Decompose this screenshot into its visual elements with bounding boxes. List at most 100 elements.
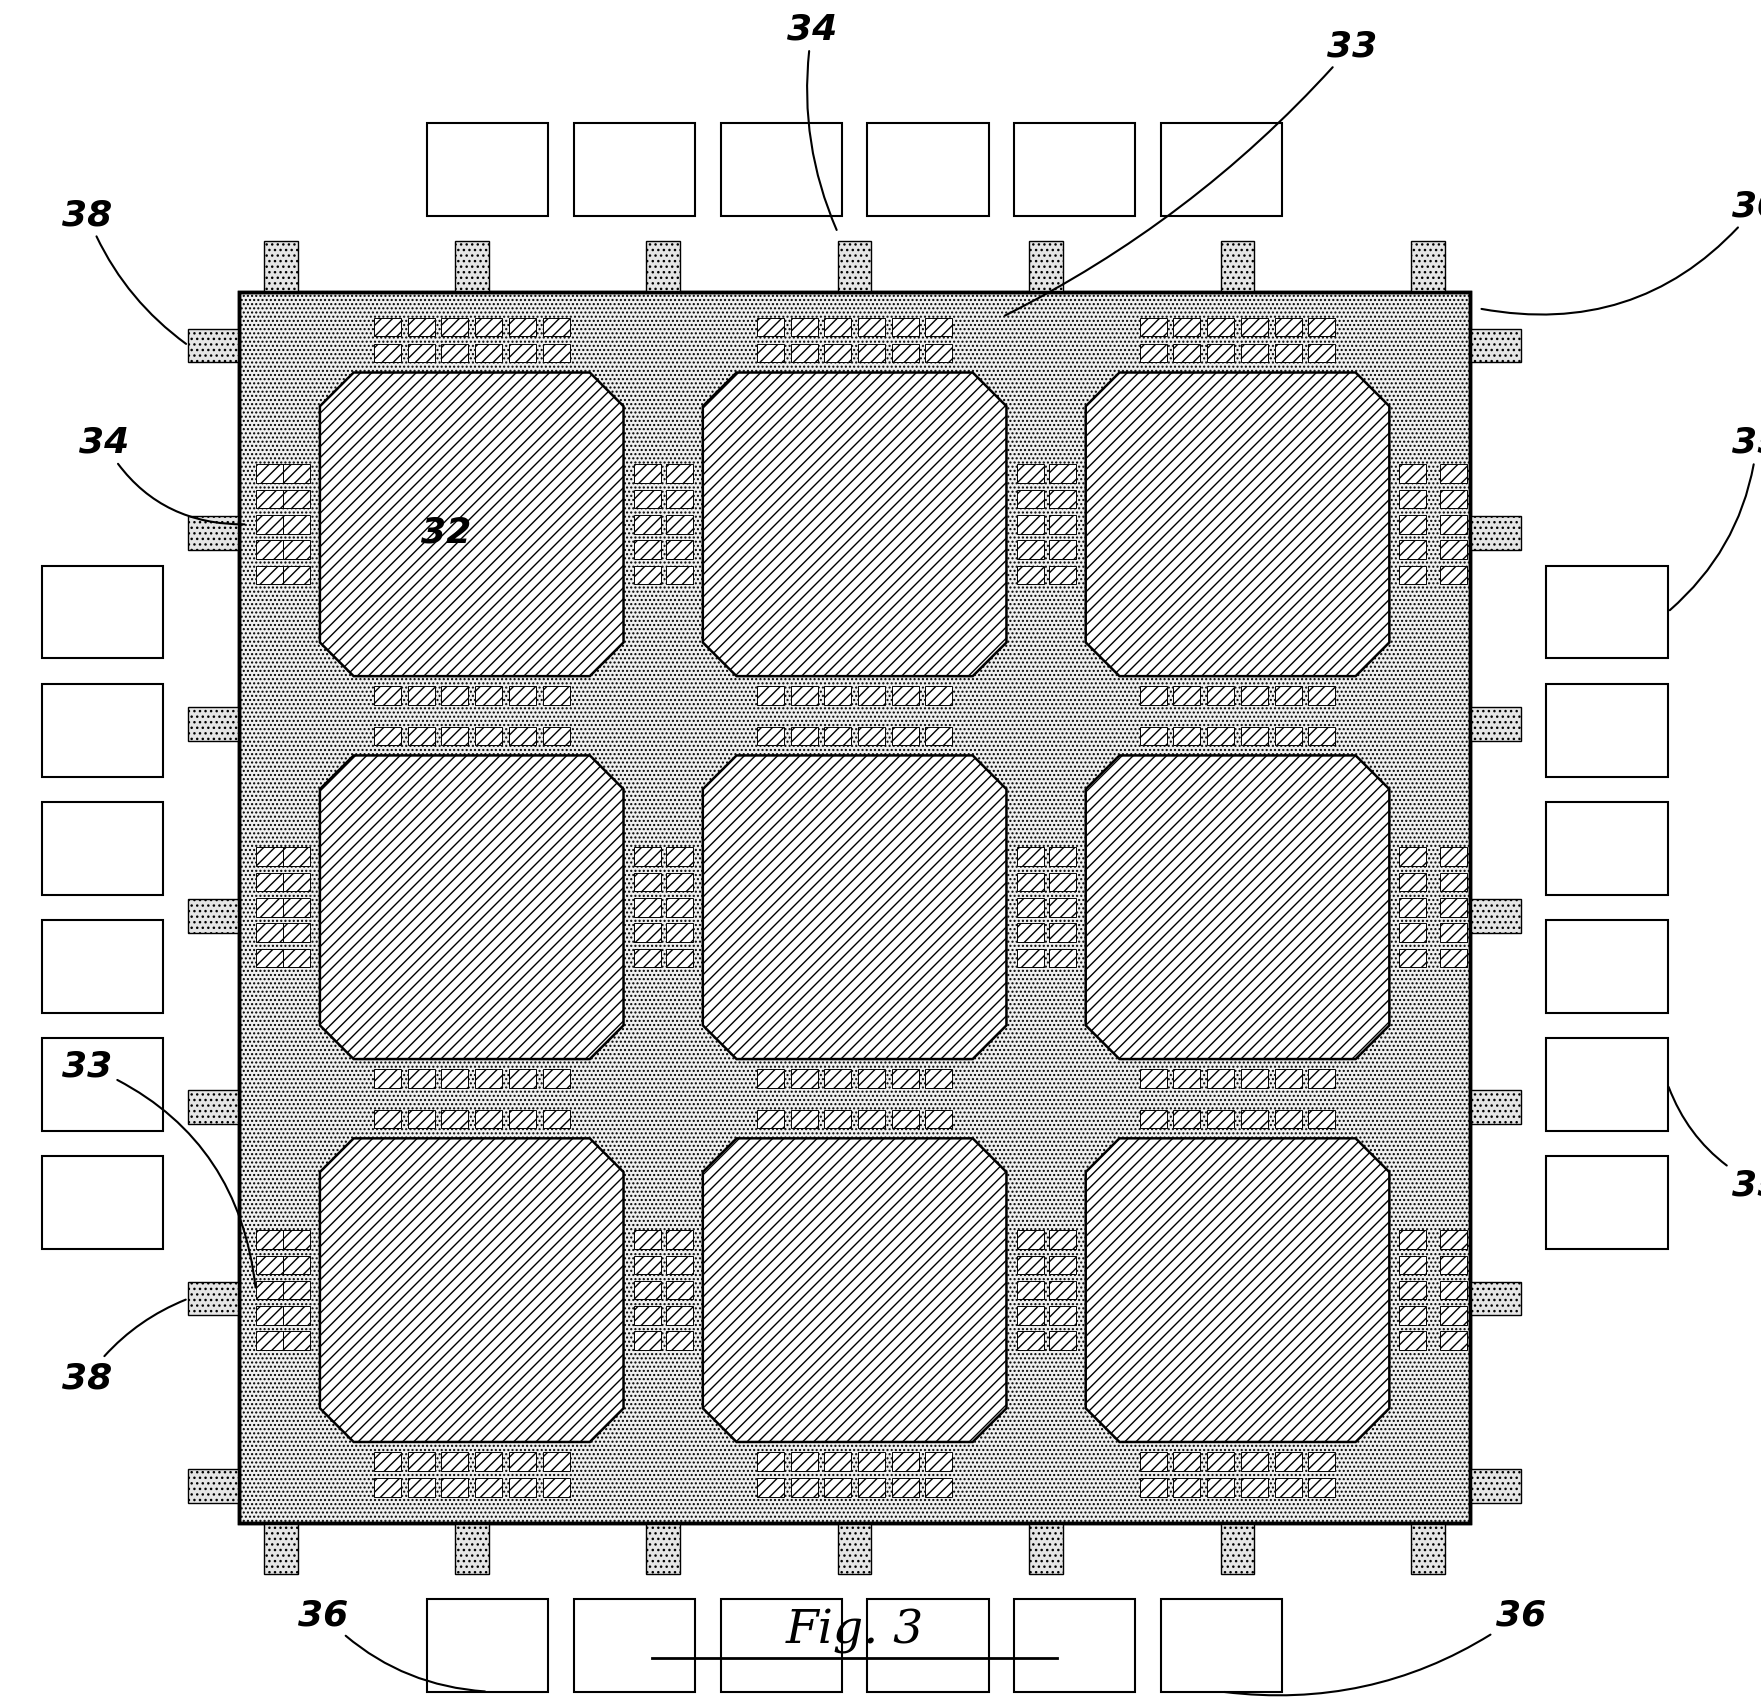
Bar	[257, 1331, 284, 1350]
Bar	[1048, 1282, 1076, 1299]
Bar	[634, 949, 660, 968]
Bar	[442, 345, 468, 364]
Polygon shape	[703, 1139, 1007, 1442]
Bar	[475, 318, 502, 336]
Bar	[1016, 567, 1044, 586]
Bar	[1440, 567, 1467, 586]
Bar	[373, 1110, 402, 1128]
Bar	[1173, 727, 1201, 746]
Bar	[284, 1306, 310, 1325]
Bar	[454, 242, 488, 292]
Bar	[1016, 949, 1044, 968]
Bar	[1470, 708, 1522, 741]
Bar	[284, 848, 310, 867]
Bar	[509, 727, 535, 746]
Bar	[42, 685, 164, 777]
Bar	[1139, 1110, 1168, 1128]
Bar	[188, 1091, 239, 1125]
Bar	[1400, 1331, 1426, 1350]
Bar	[1220, 1523, 1254, 1574]
Bar	[1470, 900, 1522, 934]
Bar	[646, 1523, 680, 1574]
Bar	[666, 1256, 692, 1275]
Bar	[1016, 466, 1044, 483]
Bar	[1016, 1256, 1044, 1275]
Bar	[1048, 1231, 1076, 1250]
Bar	[1242, 345, 1268, 364]
Bar	[666, 516, 692, 534]
Bar	[1546, 685, 1668, 777]
Bar	[284, 466, 310, 483]
Bar	[407, 1453, 435, 1471]
Bar	[1470, 1282, 1522, 1316]
Bar	[1208, 1070, 1234, 1087]
Bar	[1400, 949, 1426, 968]
Bar	[1440, 490, 1467, 509]
Bar	[1016, 874, 1044, 891]
Bar	[1242, 1453, 1268, 1471]
Bar	[1014, 125, 1136, 217]
Bar	[634, 1282, 660, 1299]
Bar	[1173, 318, 1201, 336]
Bar	[1220, 242, 1254, 292]
Bar	[838, 242, 872, 292]
Text: Fig. 3: Fig. 3	[785, 1608, 925, 1652]
Bar	[1400, 923, 1426, 942]
Bar	[666, 567, 692, 586]
Bar	[1308, 1070, 1335, 1087]
Bar	[1048, 490, 1076, 509]
Bar	[284, 1282, 310, 1299]
Polygon shape	[703, 374, 1007, 676]
Bar	[1048, 567, 1076, 586]
Bar	[1048, 466, 1076, 483]
Bar	[407, 1478, 435, 1497]
Bar	[1160, 125, 1282, 217]
Bar	[1016, 1306, 1044, 1325]
Bar	[1400, 466, 1426, 483]
Bar	[1440, 466, 1467, 483]
Bar	[475, 1110, 502, 1128]
Polygon shape	[321, 1139, 623, 1442]
Bar	[42, 567, 164, 659]
Bar	[1016, 1282, 1044, 1299]
Bar	[1546, 1156, 1668, 1250]
Bar	[1016, 923, 1044, 942]
Bar	[1546, 920, 1668, 1012]
Bar	[646, 242, 680, 292]
Bar	[1208, 345, 1234, 364]
Bar	[838, 1523, 872, 1574]
Bar	[926, 727, 953, 746]
Bar	[1242, 1110, 1268, 1128]
Bar	[1440, 923, 1467, 942]
Bar	[1275, 727, 1301, 746]
Bar	[1308, 1110, 1335, 1128]
Bar	[1048, 516, 1076, 534]
Bar	[791, 318, 817, 336]
Bar	[824, 1478, 851, 1497]
Bar	[257, 490, 284, 509]
Bar	[264, 242, 298, 292]
Bar	[666, 949, 692, 968]
Bar	[442, 1478, 468, 1497]
Bar	[757, 1070, 784, 1087]
Bar	[1308, 1478, 1335, 1497]
Bar	[1048, 1256, 1076, 1275]
Bar	[1208, 1478, 1234, 1497]
Bar	[426, 125, 548, 217]
Bar	[1400, 898, 1426, 917]
Bar	[509, 345, 535, 364]
Bar	[858, 727, 886, 746]
Bar	[757, 345, 784, 364]
Bar	[257, 949, 284, 968]
Bar	[454, 1523, 488, 1574]
Bar	[1173, 1110, 1201, 1128]
Bar	[1400, 567, 1426, 586]
Bar	[188, 329, 239, 364]
Bar	[791, 1070, 817, 1087]
Bar	[542, 1453, 569, 1471]
Bar	[891, 1478, 919, 1497]
Bar	[1440, 1331, 1467, 1350]
Bar	[757, 727, 784, 746]
Bar	[791, 727, 817, 746]
Bar	[824, 727, 851, 746]
